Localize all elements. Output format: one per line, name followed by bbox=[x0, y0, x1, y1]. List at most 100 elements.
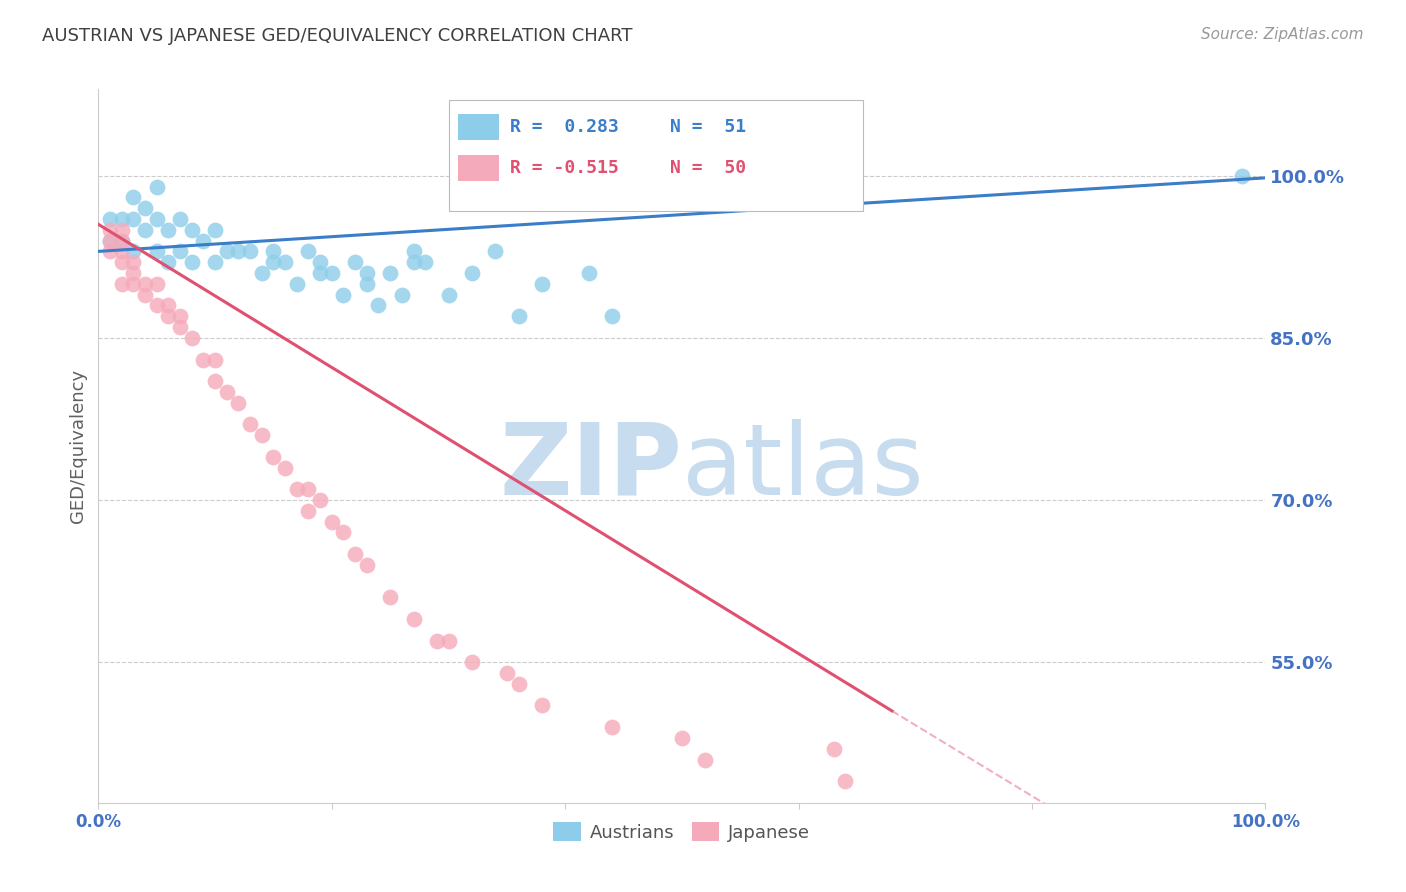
Point bbox=[122, 277, 145, 291]
Point bbox=[332, 525, 354, 540]
Point bbox=[98, 234, 121, 248]
Point bbox=[122, 255, 145, 269]
Point bbox=[321, 266, 343, 280]
FancyBboxPatch shape bbox=[458, 114, 499, 140]
Point bbox=[402, 244, 425, 259]
Point bbox=[157, 298, 180, 312]
Point bbox=[134, 223, 156, 237]
Point bbox=[228, 396, 250, 410]
Point bbox=[309, 255, 332, 269]
Point bbox=[274, 255, 297, 269]
Point bbox=[122, 211, 145, 226]
Point bbox=[600, 310, 623, 324]
Point bbox=[437, 633, 460, 648]
Point bbox=[508, 310, 530, 324]
Point bbox=[169, 211, 191, 226]
Point bbox=[402, 612, 425, 626]
Point bbox=[508, 677, 530, 691]
Point bbox=[146, 179, 169, 194]
Point bbox=[134, 277, 156, 291]
Point bbox=[169, 310, 191, 324]
Point bbox=[239, 244, 262, 259]
Point bbox=[380, 266, 402, 280]
Text: Source: ZipAtlas.com: Source: ZipAtlas.com bbox=[1201, 27, 1364, 42]
Point bbox=[111, 223, 134, 237]
Point bbox=[297, 504, 319, 518]
Point bbox=[285, 277, 308, 291]
Point bbox=[98, 234, 121, 248]
Point bbox=[297, 244, 319, 259]
Text: R = -0.515: R = -0.515 bbox=[510, 159, 619, 177]
Point bbox=[122, 266, 145, 280]
Point bbox=[111, 255, 134, 269]
Point bbox=[823, 741, 845, 756]
Point bbox=[530, 698, 553, 713]
Point bbox=[111, 211, 134, 226]
Point bbox=[578, 266, 600, 280]
Point bbox=[402, 255, 425, 269]
Point bbox=[215, 244, 238, 259]
Point bbox=[262, 244, 284, 259]
Point bbox=[426, 633, 449, 648]
Point bbox=[600, 720, 623, 734]
Point bbox=[157, 310, 180, 324]
Text: AUSTRIAN VS JAPANESE GED/EQUIVALENCY CORRELATION CHART: AUSTRIAN VS JAPANESE GED/EQUIVALENCY COR… bbox=[42, 27, 633, 45]
Point bbox=[157, 255, 180, 269]
Point bbox=[695, 753, 717, 767]
Point bbox=[380, 591, 402, 605]
Point bbox=[285, 482, 308, 496]
Point bbox=[332, 287, 354, 301]
Point bbox=[484, 244, 506, 259]
Point bbox=[134, 201, 156, 215]
Y-axis label: GED/Equivalency: GED/Equivalency bbox=[69, 369, 87, 523]
Point bbox=[356, 558, 378, 572]
Point bbox=[146, 298, 169, 312]
Point bbox=[111, 234, 134, 248]
Point bbox=[180, 255, 202, 269]
Point bbox=[461, 655, 484, 669]
Point bbox=[228, 244, 250, 259]
Point bbox=[344, 547, 367, 561]
Point bbox=[309, 493, 332, 508]
Point bbox=[146, 211, 169, 226]
Point bbox=[391, 287, 413, 301]
Point bbox=[250, 266, 273, 280]
Point bbox=[413, 255, 436, 269]
Point bbox=[530, 277, 553, 291]
Point bbox=[250, 428, 273, 442]
Point bbox=[274, 460, 297, 475]
Point bbox=[367, 298, 389, 312]
Text: N =  51: N = 51 bbox=[671, 118, 747, 136]
Point bbox=[309, 266, 332, 280]
Point bbox=[111, 234, 134, 248]
Point bbox=[356, 266, 378, 280]
Point bbox=[98, 223, 121, 237]
Point bbox=[356, 277, 378, 291]
Point bbox=[193, 352, 215, 367]
Point bbox=[180, 331, 202, 345]
Point bbox=[204, 352, 226, 367]
Point bbox=[111, 244, 134, 259]
Point bbox=[204, 255, 226, 269]
Text: R =  0.283: R = 0.283 bbox=[510, 118, 619, 136]
FancyBboxPatch shape bbox=[449, 100, 863, 211]
Point bbox=[98, 211, 121, 226]
Point bbox=[169, 320, 191, 334]
Legend: Austrians, Japanese: Austrians, Japanese bbox=[544, 814, 820, 851]
Point bbox=[122, 244, 145, 259]
FancyBboxPatch shape bbox=[458, 155, 499, 180]
Point bbox=[834, 774, 856, 789]
Point bbox=[437, 287, 460, 301]
Point bbox=[146, 277, 169, 291]
Point bbox=[204, 374, 226, 388]
Point bbox=[215, 384, 238, 399]
Text: ZIP: ZIP bbox=[499, 419, 682, 516]
Point bbox=[146, 244, 169, 259]
Point bbox=[321, 515, 343, 529]
Point bbox=[180, 223, 202, 237]
Point bbox=[239, 417, 262, 432]
Text: N =  50: N = 50 bbox=[671, 159, 747, 177]
Point bbox=[496, 666, 519, 681]
Point bbox=[671, 731, 693, 745]
Point bbox=[344, 255, 367, 269]
